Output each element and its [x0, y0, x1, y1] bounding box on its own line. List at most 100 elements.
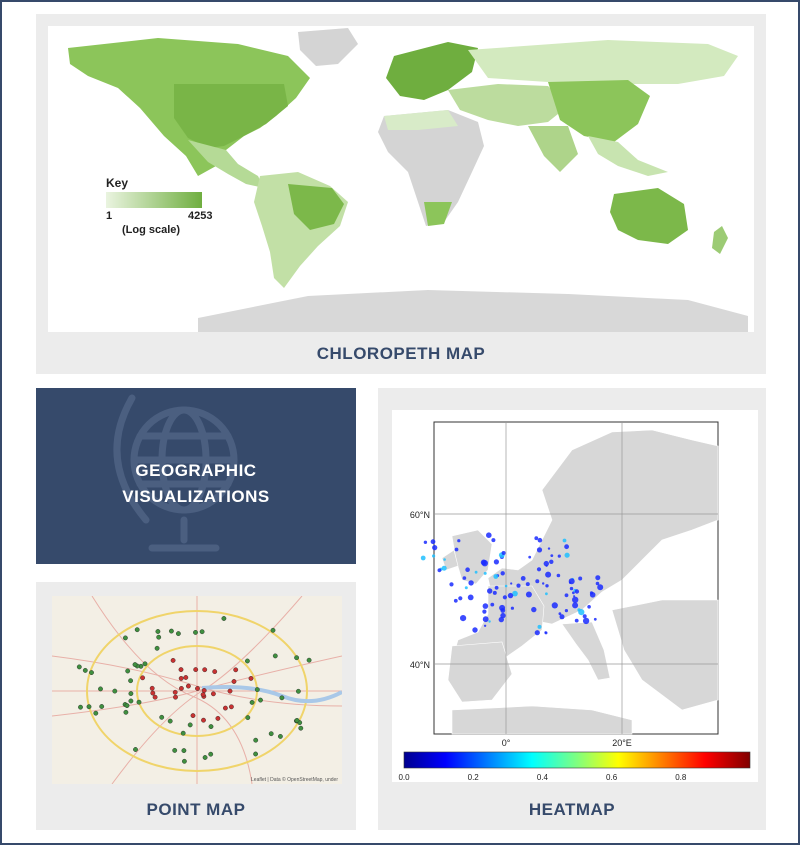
map-point[interactable] [253, 751, 259, 757]
map-point[interactable] [150, 690, 156, 696]
map-point[interactable] [244, 658, 250, 664]
map-point[interactable] [268, 731, 274, 737]
map-point[interactable] [172, 689, 178, 695]
map-point[interactable] [99, 704, 105, 709]
map-point[interactable] [190, 713, 196, 719]
map-point[interactable] [154, 645, 160, 651]
heatmap-point [545, 584, 549, 588]
map-point[interactable] [128, 691, 134, 697]
map-point[interactable] [221, 616, 227, 621]
map-point[interactable] [231, 679, 237, 684]
map-point[interactable] [98, 686, 103, 692]
map-point[interactable] [228, 704, 234, 710]
colorbar-tick-label: 0.2 [468, 773, 480, 782]
map-point[interactable] [193, 667, 199, 673]
map-point[interactable] [181, 748, 187, 754]
map-point[interactable] [136, 699, 142, 705]
heatmap-point [494, 585, 499, 590]
map-point[interactable] [140, 675, 146, 681]
map-point[interactable] [249, 700, 255, 705]
map-point[interactable] [201, 717, 206, 723]
map-point[interactable] [270, 627, 276, 633]
map-point[interactable] [167, 718, 173, 724]
map-point[interactable] [215, 716, 221, 721]
map-point[interactable] [178, 667, 184, 673]
map-point[interactable] [86, 704, 92, 710]
map-point[interactable] [156, 634, 162, 640]
map-point[interactable] [183, 675, 189, 680]
heatmap-point [510, 606, 514, 610]
map-point[interactable] [142, 661, 148, 667]
map-point[interactable] [210, 691, 216, 697]
heatmap-point [573, 595, 576, 598]
map-point[interactable] [128, 698, 134, 704]
map-point[interactable] [208, 751, 214, 757]
heatmap-point [441, 565, 447, 571]
map-point[interactable] [159, 714, 165, 720]
map-point[interactable] [173, 694, 178, 700]
map-point[interactable] [178, 676, 184, 681]
map-point[interactable] [176, 631, 181, 636]
region-central-asia [448, 84, 568, 126]
map-point[interactable] [294, 655, 300, 661]
map-point[interactable] [128, 678, 134, 684]
map-point[interactable] [178, 686, 184, 691]
heatmap-point [543, 560, 549, 567]
map-point[interactable] [123, 709, 129, 715]
map-point[interactable] [202, 755, 208, 760]
map-point[interactable] [123, 635, 128, 641]
map-point[interactable] [193, 630, 198, 635]
map-point[interactable] [132, 662, 138, 668]
map-point[interactable] [78, 704, 83, 710]
map-point[interactable] [93, 710, 99, 716]
map-point[interactable] [233, 667, 239, 673]
map-point[interactable] [254, 687, 260, 693]
map-point[interactable] [185, 683, 191, 689]
map-point[interactable] [253, 737, 259, 743]
map-point[interactable] [195, 686, 200, 691]
map-point[interactable] [202, 667, 208, 673]
heatmap-point [432, 545, 438, 551]
heatmap: 60°N 40°N 0° 20°E 0 [392, 410, 758, 782]
map-point[interactable] [272, 653, 278, 659]
map-point[interactable] [169, 628, 174, 634]
map-point[interactable] [152, 694, 158, 700]
heatmap-point [536, 567, 542, 572]
map-point[interactable] [82, 668, 88, 673]
map-point[interactable] [133, 747, 138, 752]
map-point[interactable] [155, 629, 161, 634]
map-point[interactable] [200, 692, 206, 698]
map-point[interactable] [201, 688, 207, 693]
region-china [548, 80, 650, 142]
heatmap-point [537, 624, 542, 629]
map-point[interactable] [199, 629, 205, 635]
map-point[interactable] [149, 685, 155, 691]
map-point[interactable] [187, 722, 193, 728]
lat-label-60: 60°N [410, 510, 430, 520]
map-point[interactable] [245, 715, 251, 721]
map-point[interactable] [295, 688, 301, 694]
map-point[interactable] [124, 703, 130, 709]
map-point[interactable] [277, 733, 283, 739]
map-point[interactable] [89, 670, 94, 676]
map-point[interactable] [227, 688, 233, 694]
map-point[interactable] [181, 758, 187, 764]
heatmap-point [432, 554, 436, 558]
map-point[interactable] [170, 658, 176, 663]
map-point[interactable] [112, 688, 118, 694]
map-point[interactable] [134, 627, 140, 633]
map-point[interactable] [248, 676, 254, 681]
map-point[interactable] [76, 664, 82, 670]
map-point[interactable] [125, 668, 131, 674]
map-point[interactable] [212, 669, 218, 675]
map-point[interactable] [298, 725, 304, 731]
map-point[interactable] [180, 730, 186, 736]
map-point[interactable] [172, 747, 178, 753]
map-point[interactable] [306, 657, 312, 663]
map-point[interactable] [279, 695, 285, 701]
map-point[interactable] [258, 697, 263, 703]
key-max: 4253 [188, 210, 213, 222]
map-point[interactable] [208, 724, 214, 730]
map-point[interactable] [222, 705, 228, 711]
map-point[interactable] [294, 718, 300, 723]
